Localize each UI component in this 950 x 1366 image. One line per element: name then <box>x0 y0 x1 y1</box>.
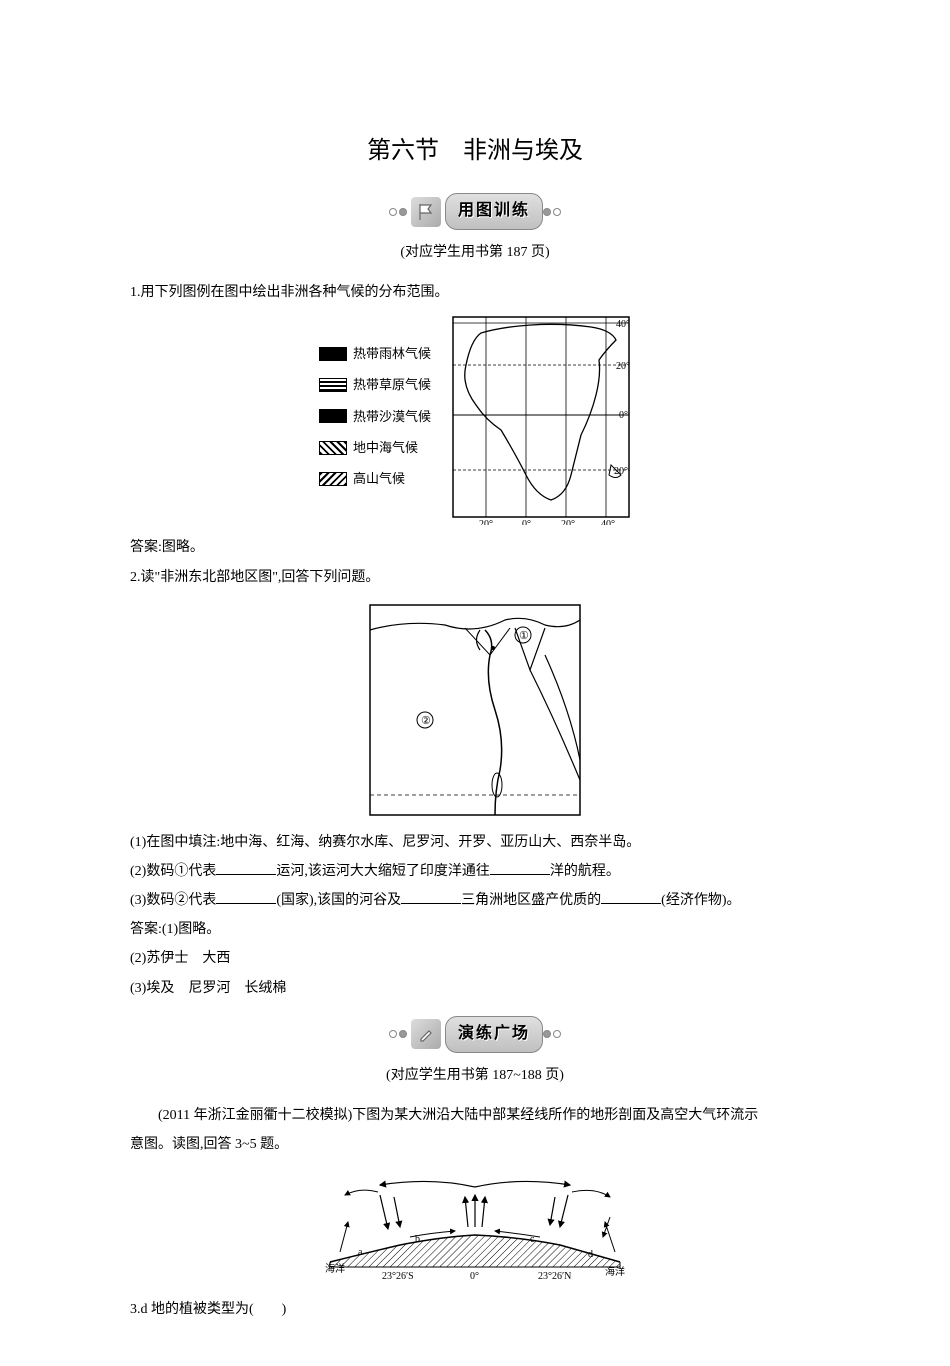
page-title: 第六节 非洲与埃及 <box>130 130 820 173</box>
q2-sub3-a: (3)数码②代表 <box>130 893 216 908</box>
dot <box>399 1030 407 1038</box>
legend-desert: 热带沙漠气候 <box>319 405 431 428</box>
blank <box>490 861 550 875</box>
q2-sub3-b: (国家),该国的河谷及 <box>276 893 401 908</box>
svg-text:①: ① <box>519 630 529 642</box>
svg-text:海洋: 海洋 <box>605 1265 625 1278</box>
blank <box>401 890 461 904</box>
svg-text:23°26′N: 23°26′N <box>538 1271 571 1282</box>
dot <box>399 208 407 216</box>
dot <box>553 208 561 216</box>
banner-flag-icon <box>411 197 441 227</box>
q2-sub1: (1)在图中填注:地中海、红海、纳赛尔水库、尼罗河、开罗、亚历山大、西奈半岛。 <box>130 830 820 855</box>
banner-training: 用图训练 <box>130 193 820 230</box>
q2-sub2-b: 运河,该运河大大缩短了印度洋通往 <box>276 864 490 879</box>
q2-sub2: (2)数码①代表 运河,该运河大大缩短了印度洋通往 洋的航程。 <box>130 859 820 884</box>
dot <box>543 208 551 216</box>
q3-stem: 3.d 地的植被类型为( ) <box>130 1297 820 1322</box>
q2-sub2-c: 洋的航程。 <box>550 864 620 879</box>
passage-lead-a: (2011 年浙江金丽衢十二校模拟)下图为某大洲沿大陆中部某经线所作的地形剖面及… <box>130 1103 820 1128</box>
swatch-icon <box>319 409 347 423</box>
svg-text:d: d <box>588 1249 593 1260</box>
legend-rainforest: 热带雨林气候 <box>319 342 431 365</box>
legend-label: 热带雨林气候 <box>353 342 431 365</box>
blank <box>601 890 661 904</box>
q1-figure: 热带雨林气候 热带草原气候 热带沙漠气候 地中海气候 高山气候 <box>130 315 820 525</box>
svg-text:b: b <box>415 1234 420 1245</box>
q2-ans-c: (3)埃及 尼罗河 长绒棉 <box>130 976 820 1001</box>
passage-lead-b: 意图。读图,回答 3~5 题。 <box>130 1132 820 1157</box>
q2-sub2-a: (2)数码①代表 <box>130 864 216 879</box>
banner-dots-right <box>543 1030 561 1038</box>
q2-sub3-d: (经济作物)。 <box>661 893 740 908</box>
svg-text:20°: 20° <box>614 466 628 477</box>
blank <box>216 890 276 904</box>
svg-text:a: a <box>358 1247 363 1258</box>
q2-stem: 2.读"非洲东北部地区图",回答下列问题。 <box>130 565 820 590</box>
legend-label: 热带沙漠气候 <box>353 405 431 428</box>
banner-dots-right <box>543 208 561 216</box>
q2-sub3: (3)数码②代表 (国家),该国的河谷及 三角洲地区盛产优质的 (经济作物)。 <box>130 888 820 913</box>
q2-ans-b: (2)苏伊士 大西 <box>130 946 820 971</box>
svg-text:20°: 20° <box>561 519 575 525</box>
dot <box>553 1030 561 1038</box>
blank <box>216 861 276 875</box>
q1-answer: 答案:图略。 <box>130 535 820 560</box>
climate-legend: 热带雨林气候 热带草原气候 热带沙漠气候 地中海气候 高山气候 <box>319 342 431 499</box>
svg-text:海洋: 海洋 <box>325 1262 345 1275</box>
q1-stem: 1.用下列图例在图中绘出非洲各种气候的分布范围。 <box>130 280 820 305</box>
swatch-icon <box>319 347 347 361</box>
swatch-icon <box>319 378 347 392</box>
dot <box>543 1030 551 1038</box>
svg-text:40°: 40° <box>616 319 630 330</box>
q2-sub3-c: 三角洲地区盛产优质的 <box>461 893 601 908</box>
banner-label: 演练广场 <box>445 1016 543 1053</box>
svg-text:0°: 0° <box>522 519 531 525</box>
legend-alpine: 高山气候 <box>319 467 431 490</box>
svg-text:40°: 40° <box>601 519 615 525</box>
svg-text:0°: 0° <box>470 1271 479 1282</box>
svg-text:20°: 20° <box>479 519 493 525</box>
subtitle-ref-1: (对应学生用书第 187 页) <box>130 240 820 265</box>
legend-mediterranean: 地中海气候 <box>319 436 431 459</box>
banner-dots-left <box>389 208 407 216</box>
egypt-map: ① ② <box>365 600 585 820</box>
africa-map: 40° 20° 0° 20° 20° 0° 20° 40° <box>451 315 631 525</box>
legend-label: 高山气候 <box>353 467 405 490</box>
subtitle-ref-2: (对应学生用书第 187~188 页) <box>130 1063 820 1088</box>
circulation-figure: 海洋 海洋 23°26′S 0° 23°26′N a b c d <box>130 1167 820 1287</box>
swatch-icon <box>319 472 347 486</box>
banner-dots-left <box>389 1030 407 1038</box>
q2-ans-a: 答案:(1)图略。 <box>130 917 820 942</box>
svg-text:20°: 20° <box>616 361 630 372</box>
circulation-diagram: 海洋 海洋 23°26′S 0° 23°26′N a b c d <box>320 1167 630 1287</box>
q2-figure: ① ② <box>130 600 820 820</box>
banner-pencil-icon <box>411 1019 441 1049</box>
legend-savanna: 热带草原气候 <box>319 373 431 396</box>
dot <box>389 208 397 216</box>
banner-label: 用图训练 <box>445 193 543 230</box>
svg-text:0°: 0° <box>619 410 628 421</box>
banner-practice: 演练广场 <box>130 1016 820 1053</box>
svg-text:c: c <box>530 1234 535 1245</box>
svg-text:23°26′S: 23°26′S <box>382 1271 414 1282</box>
legend-label: 热带草原气候 <box>353 373 431 396</box>
swatch-icon <box>319 441 347 455</box>
dot <box>389 1030 397 1038</box>
svg-text:②: ② <box>421 715 431 727</box>
legend-label: 地中海气候 <box>353 436 418 459</box>
